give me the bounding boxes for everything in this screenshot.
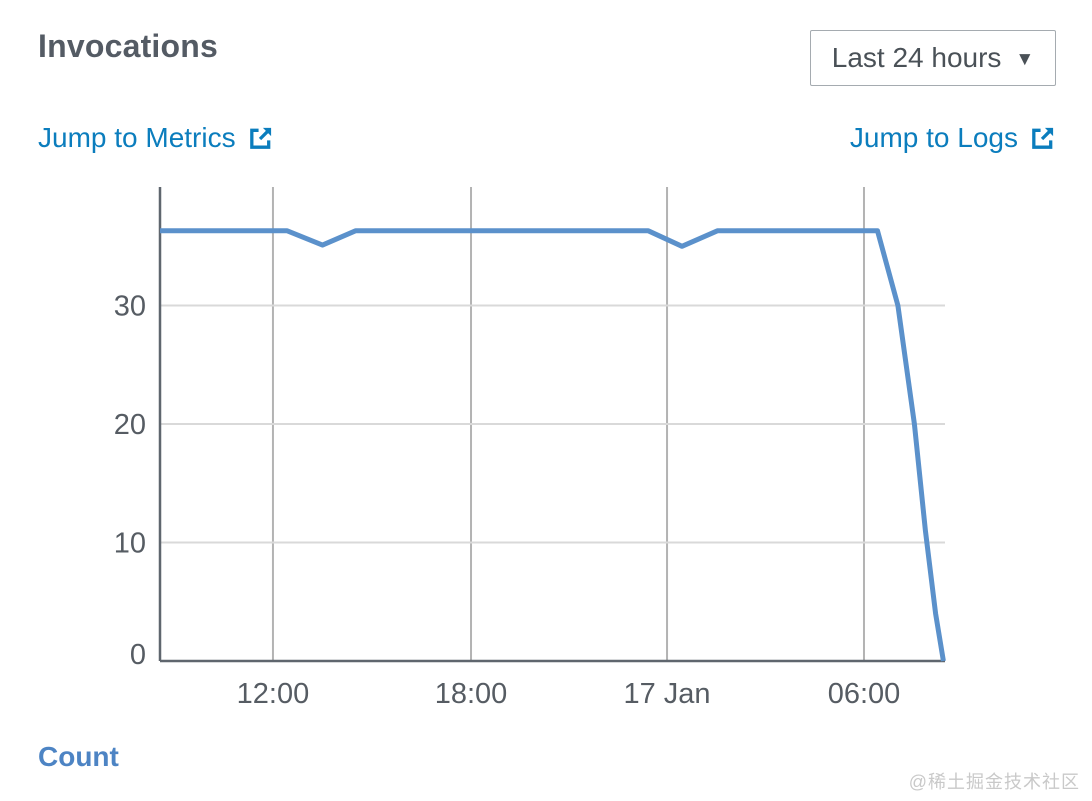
y-tick-label: 30: [114, 291, 146, 323]
x-tick-label: 17 Jan: [623, 678, 710, 710]
legend-count-label[interactable]: Count: [38, 741, 119, 772]
jump-to-logs-link[interactable]: Jump to Logs: [850, 122, 1056, 154]
x-tick-label: 06:00: [828, 678, 901, 710]
series-line-count: [160, 228, 946, 662]
external-link-icon: [249, 127, 271, 149]
page-title: Invocations: [38, 28, 219, 64]
x-tick-label: 18:00: [435, 678, 508, 710]
y-tick-label: 0: [130, 639, 146, 671]
chart-legend: Count: [38, 741, 119, 773]
time-range-label: Last 24 hours: [831, 42, 1002, 73]
invocations-chart[interactable]: 0 10 20 30 12:00 18:00 17 Jan 06:00: [0, 160, 1092, 750]
jump-to-metrics-link[interactable]: Jump to Metrics: [38, 122, 274, 154]
jump-to-metrics-label: Jump to Metrics: [38, 122, 236, 153]
jump-to-logs-label: Jump to Logs: [849, 122, 1018, 153]
watermark: @稀土掘金技术社区: [908, 772, 1080, 792]
time-range-dropdown[interactable]: Last 24 hours ▼: [810, 30, 1056, 86]
chevron-down-icon: ▼: [1015, 49, 1035, 70]
y-tick-label: 10: [114, 528, 146, 560]
external-link-icon: [1032, 127, 1054, 149]
x-tick-label: 12:00: [237, 678, 310, 710]
y-tick-label: 20: [114, 409, 146, 441]
